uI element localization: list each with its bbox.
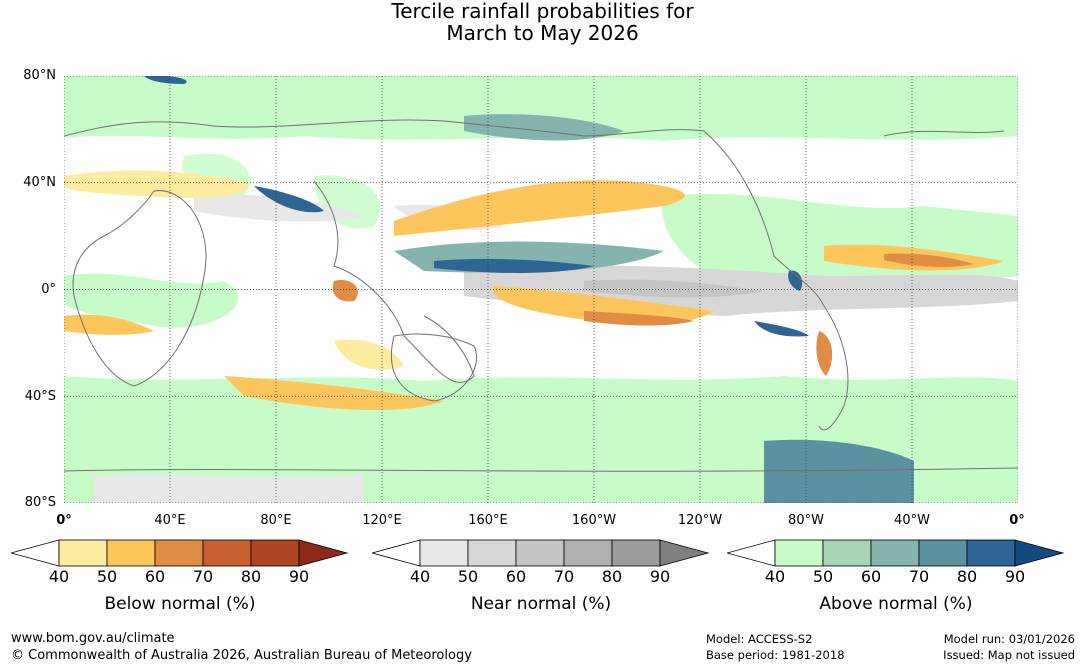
- colorbar-extend-high: [1014, 539, 1065, 567]
- lon-label-40w: 40°W: [894, 513, 930, 528]
- footer-url: www.bom.gov.au/climate: [11, 631, 175, 646]
- legend-near-normal: 40 50 60 70 80 90 Near normal (%): [370, 538, 710, 628]
- colorbar-segment: [250, 539, 300, 567]
- footer-copyright: © Commonwealth of Australia 2026, Austra…: [11, 648, 472, 663]
- colorbar-extend-high: [298, 539, 349, 567]
- below-normal-areas: [64, 170, 1004, 411]
- tick-90: 90: [1004, 567, 1026, 586]
- colorbar-near-normal: [370, 539, 710, 567]
- colorbar-segment: [822, 539, 872, 567]
- colorbar-segment: [611, 539, 661, 567]
- lon-label-40e: 40°E: [154, 513, 186, 528]
- above-normal-strong: [144, 76, 914, 503]
- title-line-2: March to May 2026: [446, 21, 639, 45]
- colorbar-extend-high: [659, 539, 710, 567]
- colorbar-below-normal: [9, 539, 349, 567]
- colorbar-extend-low: [9, 539, 60, 567]
- tick-40: 40: [764, 567, 786, 586]
- lon-label-120w: 120°W: [677, 513, 723, 528]
- tick-40: 40: [48, 567, 70, 586]
- colorbar-segment: [918, 539, 968, 567]
- tick-40: 40: [409, 567, 431, 586]
- lon-label-160e: 160°E: [468, 513, 508, 528]
- tick-70: 70: [192, 567, 214, 586]
- coastlines: [64, 119, 1018, 472]
- colorbar-segment: [515, 539, 565, 567]
- lat-label-40s: 40°S: [24, 389, 56, 404]
- colorbar-segment: [563, 539, 613, 567]
- tick-80: 80: [240, 567, 262, 586]
- footer-model: Model: ACCESS-S2: [706, 632, 813, 646]
- title-line-1: Tercile rainfall probabilities for: [391, 0, 694, 23]
- legend-above-normal: 40 50 60 70 80 90 Above normal (%): [725, 538, 1065, 628]
- colorbar-extend-low: [725, 539, 776, 567]
- colorbar-extend-low: [370, 539, 421, 567]
- tick-80: 80: [956, 567, 978, 586]
- lat-label-0: 0°: [41, 282, 56, 297]
- tick-70: 70: [553, 567, 575, 586]
- lon-label-80w: 80°W: [788, 513, 824, 528]
- colorbar-segment: [419, 539, 469, 567]
- graticule: [64, 76, 1018, 503]
- lat-label-80n: 80°N: [23, 68, 56, 83]
- tick-50: 50: [812, 567, 834, 586]
- tick-90: 90: [649, 567, 671, 586]
- lon-label-0-west: 0°: [56, 513, 72, 528]
- rainfall-probability-map: [64, 76, 1018, 503]
- lat-label-40n: 40°N: [23, 175, 56, 190]
- footer-model-run: Model run: 03/01/2026: [943, 632, 1075, 646]
- colorbar-segment: [966, 539, 1016, 567]
- lon-label-80e: 80°E: [260, 513, 292, 528]
- lon-label-0-east: 0°: [1009, 513, 1025, 528]
- tick-90: 90: [288, 567, 310, 586]
- colorbar-segment: [774, 539, 824, 567]
- colorbar-segment: [154, 539, 204, 567]
- lat-label-80s: 80°S: [24, 495, 56, 510]
- tick-60: 60: [505, 567, 527, 586]
- footer-issued: Issued: Map not issued: [943, 648, 1075, 662]
- legend-label-below: Below normal (%): [104, 594, 256, 614]
- colorbar-segment: [58, 539, 108, 567]
- colorbar-segment: [870, 539, 920, 567]
- legend-label-above: Above normal (%): [819, 594, 973, 614]
- legend-below-normal: 40 50 60 70 80 90 Below normal (%): [9, 538, 349, 628]
- colorbar-segment: [202, 539, 252, 567]
- footer-base-period: Base period: 1981-2018: [706, 648, 845, 662]
- tick-60: 60: [860, 567, 882, 586]
- colorbar-above-normal: [725, 539, 1065, 567]
- colorbar-segment: [106, 539, 156, 567]
- tick-70: 70: [908, 567, 930, 586]
- lon-label-160w: 160°W: [571, 513, 617, 528]
- colorbar-segment: [467, 539, 517, 567]
- tick-60: 60: [144, 567, 166, 586]
- legend-label-near: Near normal (%): [470, 594, 612, 614]
- tick-80: 80: [601, 567, 623, 586]
- tick-50: 50: [96, 567, 118, 586]
- lon-label-120e: 120°E: [362, 513, 402, 528]
- tick-50: 50: [457, 567, 479, 586]
